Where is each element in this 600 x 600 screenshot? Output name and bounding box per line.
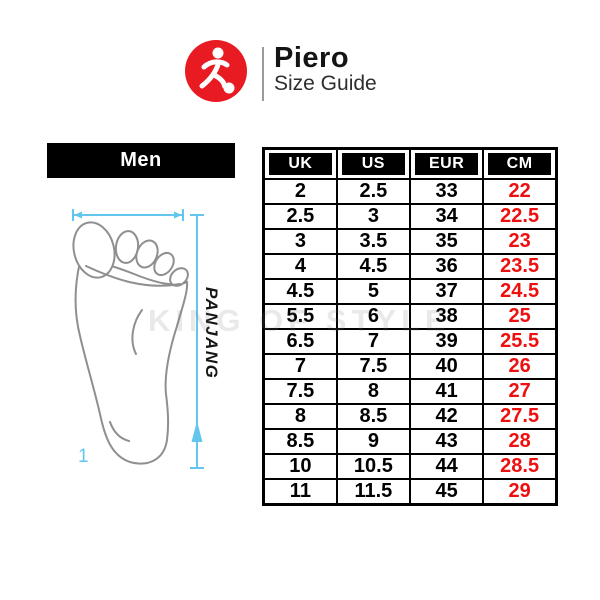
col-header-eur: EUR: [408, 147, 485, 180]
size-table-head: UK US EUR CM: [262, 147, 558, 180]
cell-cm: 27.5: [482, 403, 558, 430]
cell-eur: 45: [408, 478, 485, 506]
foot-outline-drawing: [72, 209, 204, 469]
col-header-cm-label: CM: [488, 153, 551, 175]
cell-eur: 38: [408, 303, 485, 330]
page-title: Size Guide: [274, 72, 377, 95]
length-label: PANJANG: [202, 287, 221, 380]
cell-cm: 28: [482, 428, 558, 455]
size-table: UK US EUR CM 2 2.5 33 22 2.5 3 34 22.5 3 3.5 35 23 4…: [262, 147, 558, 506]
table-row: 8 8.5 42 27.5: [262, 403, 558, 430]
table-row: 10 10.5 44 28.5: [262, 453, 558, 480]
cell-cm: 25.5: [482, 328, 558, 355]
cell-us: 3: [335, 203, 412, 230]
col-header-us-label: US: [341, 153, 405, 175]
size-table-body: 2 2.5 33 22 2.5 3 34 22.5 3 3.5 35 23 4 4.5 36 23.5 4.5 5…: [262, 178, 558, 506]
col-header-uk-label: UK: [269, 153, 332, 175]
cell-eur: 44: [408, 453, 485, 480]
cell-uk: 7: [262, 353, 338, 380]
cell-uk: 11: [262, 478, 338, 506]
cell-uk: 8.5: [262, 428, 338, 455]
cell-uk: 7.5: [262, 378, 338, 405]
cell-uk: 4.5: [262, 278, 338, 305]
table-row: 7.5 8 41 27: [262, 378, 558, 405]
cell-us: 2.5: [335, 178, 412, 205]
cell-cm: 23.5: [482, 253, 558, 280]
measure-marker-1: 1: [78, 446, 89, 467]
cell-uk: 5.5: [262, 303, 338, 330]
cell-cm: 24.5: [482, 278, 558, 305]
cell-cm: 28.5: [482, 453, 558, 480]
cell-us: 10.5: [335, 453, 412, 480]
table-row: 6.5 7 39 25.5: [262, 328, 558, 355]
cell-cm: 25: [482, 303, 558, 330]
cell-uk: 6.5: [262, 328, 338, 355]
cell-cm: 22.5: [482, 203, 558, 230]
table-row: 3 3.5 35 23: [262, 228, 558, 255]
cell-eur: 36: [408, 253, 485, 280]
cell-cm: 26: [482, 353, 558, 380]
table-row: 4 4.5 36 23.5: [262, 253, 558, 280]
foot-measurement-diagram: PANJANG 1: [30, 190, 280, 490]
col-header-uk: UK: [262, 147, 338, 180]
cell-eur: 34: [408, 203, 485, 230]
cell-uk: 8: [262, 403, 338, 430]
table-row: 4.5 5 37 24.5: [262, 278, 558, 305]
table-row: 7 7.5 40 26: [262, 353, 558, 380]
cell-cm: 22: [482, 178, 558, 205]
table-row: 2 2.5 33 22: [262, 178, 558, 205]
gender-header-men: Men: [47, 143, 235, 178]
cell-us: 8: [335, 378, 412, 405]
cell-cm: 29: [482, 478, 558, 506]
col-header-eur-label: EUR: [415, 153, 479, 175]
table-row: 5.5 6 38 25: [262, 303, 558, 330]
cell-us: 11.5: [335, 478, 412, 506]
col-header-us: US: [335, 147, 412, 180]
width-measure-line: [72, 209, 184, 221]
cell-us: 8.5: [335, 403, 412, 430]
cell-eur: 39: [408, 328, 485, 355]
cell-uk: 3: [262, 228, 338, 255]
cell-eur: 33: [408, 178, 485, 205]
cell-uk: 2: [262, 178, 338, 205]
size-table-container: UK US EUR CM 2 2.5 33 22 2.5 3 34 22.5 3 3.5 35 23 4…: [262, 147, 558, 506]
table-row: 2.5 3 34 22.5: [262, 203, 558, 230]
cell-eur: 37: [408, 278, 485, 305]
cell-uk: 2.5: [262, 203, 338, 230]
cell-us: 9: [335, 428, 412, 455]
cell-eur: 41: [408, 378, 485, 405]
cell-us: 6: [335, 303, 412, 330]
cell-eur: 40: [408, 353, 485, 380]
cell-us: 4.5: [335, 253, 412, 280]
cell-us: 7: [335, 328, 412, 355]
cell-us: 3.5: [335, 228, 412, 255]
cell-us: 7.5: [335, 353, 412, 380]
header-row: UK US EUR CM: [262, 147, 558, 180]
cell-uk: 10: [262, 453, 338, 480]
piero-logo: [185, 40, 247, 102]
cell-uk: 4: [262, 253, 338, 280]
table-row: 8.5 9 43 28: [262, 428, 558, 455]
cell-cm: 27: [482, 378, 558, 405]
up-arrow-icon: [191, 421, 203, 442]
brand-name: Piero: [274, 42, 350, 74]
header-divider: [262, 47, 264, 101]
cell-eur: 43: [408, 428, 485, 455]
cell-eur: 35: [408, 228, 485, 255]
soccer-player-icon: [185, 40, 247, 102]
cell-cm: 23: [482, 228, 558, 255]
cell-us: 5: [335, 278, 412, 305]
cell-eur: 42: [408, 403, 485, 430]
table-row: 11 11.5 45 29: [262, 478, 558, 506]
col-header-cm: CM: [482, 147, 558, 180]
